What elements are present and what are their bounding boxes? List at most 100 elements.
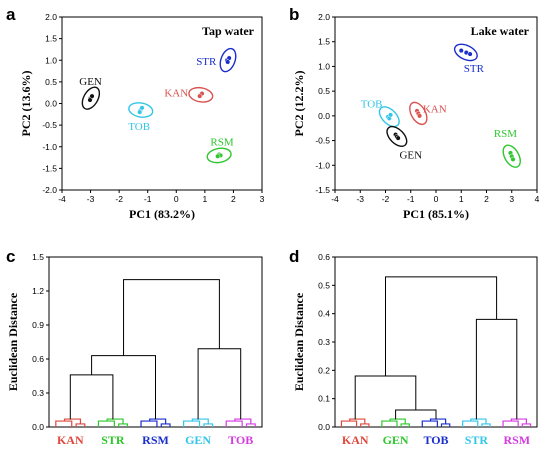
x-tick-label: 3 — [260, 194, 265, 204]
leaf-cluster-tob — [225, 418, 256, 427]
y-tick-label: 2.0 — [45, 12, 57, 22]
y-axis-title: Euclidean Distance — [292, 292, 306, 391]
x-axis-title: PC1 (83.2%) — [129, 207, 195, 221]
y-tick-label: 0.1 — [318, 394, 330, 404]
y-tick-label: 0.9 — [32, 320, 44, 330]
x-tick-label: -4 — [331, 194, 339, 204]
dendrogram-link — [385, 276, 498, 376]
data-point-rsm — [215, 153, 221, 159]
data-point-tob — [388, 112, 394, 118]
chart-title: Tap water — [202, 24, 255, 38]
y-tick-label: -1.0 — [315, 160, 330, 170]
x-tick-label: -3 — [87, 194, 95, 204]
leaf-cluster-gen — [183, 418, 214, 427]
group-label-tob: TOB — [128, 121, 150, 133]
data-point-tob — [139, 105, 145, 111]
plot-frame — [334, 256, 538, 428]
y-axis-title: Euclidean Distance — [6, 292, 20, 391]
data-point-gen — [89, 93, 95, 99]
x-tick-label: 2 — [231, 194, 236, 204]
y-tick-label: 0.6 — [32, 354, 44, 364]
y-tick-label: 0.0 — [318, 422, 330, 432]
leaf-cluster-gen — [381, 418, 410, 427]
y-tick-label: 1.0 — [45, 55, 57, 65]
y-tick-label: -0.5 — [315, 136, 330, 146]
group-label-kan: KAN — [423, 103, 447, 115]
leaf-label-rsm: RSM — [142, 433, 169, 447]
y-tick-label: -0.5 — [42, 120, 57, 130]
y-tick-label: -1.5 — [42, 163, 57, 173]
group-label-tob: TOB — [361, 99, 383, 111]
y-tick-label: 1.2 — [32, 286, 44, 296]
group-label-kan: KAN — [164, 88, 188, 100]
data-point-gen — [87, 97, 93, 103]
leaf-cluster-kan — [340, 418, 370, 427]
group-label-str: STR — [196, 56, 217, 68]
leaf-label-gen: GEN — [383, 433, 409, 447]
group-label-gen: GEN — [79, 76, 102, 88]
y-tick-label: 0.0 — [32, 422, 44, 432]
leaf-cluster-rsm — [502, 418, 532, 427]
x-tick-label: 0 — [434, 194, 439, 204]
group-ellipse-kan — [409, 101, 428, 126]
y-tick-label: 0.4 — [318, 309, 330, 319]
y-axis-title: PC2 (13.6%) — [19, 71, 33, 137]
x-tick-label: 2 — [484, 194, 489, 204]
leaf-label-gen: GEN — [185, 433, 211, 447]
x-axis-title: PC1 (85.1%) — [403, 207, 469, 221]
y-tick-label: 0.5 — [318, 86, 330, 96]
group-ellipse-str — [219, 47, 237, 73]
y-tick-label: 0.5 — [45, 77, 57, 87]
leaf-label-tob: TOB — [423, 433, 448, 447]
group-ellipse-kan — [188, 86, 214, 103]
group-ellipse-gen — [386, 125, 408, 147]
x-tick-label: -1 — [144, 194, 152, 204]
x-tick-label: -2 — [382, 194, 390, 204]
y-tick-label: -1.5 — [315, 185, 330, 195]
data-point-rsm — [510, 156, 516, 162]
x-tick-label: -4 — [58, 194, 66, 204]
dendrogram-link — [123, 279, 220, 356]
y-tick-label: -1.0 — [42, 142, 57, 152]
y-tick-label: 0.3 — [318, 337, 330, 347]
x-tick-label: 1 — [459, 194, 464, 204]
x-tick-label: 3 — [509, 194, 514, 204]
dendrogram-link — [395, 409, 437, 420]
dendrogram-link — [354, 375, 417, 420]
leaf-label-str: STR — [465, 433, 489, 447]
dendrogram-link — [91, 355, 156, 420]
group-ellipse-rsm — [206, 147, 232, 164]
group-ellipse-tob — [128, 102, 154, 118]
x-tick-label: 0 — [174, 194, 179, 204]
x-tick-label: -3 — [356, 194, 364, 204]
data-point-gen — [395, 135, 401, 141]
x-tick-label: 4 — [535, 194, 540, 204]
leaf-cluster-kan — [55, 418, 86, 427]
dendrogram-c: 0.0 0.3 0.6 0.9 1.2 1.5 Euclidean Distance KAN S… — [6, 252, 263, 447]
y-tick-label: 1.0 — [318, 61, 330, 71]
dendrogram-link — [197, 348, 242, 420]
dendrogram-link — [69, 374, 114, 420]
panel-letter-d: d — [289, 247, 299, 266]
data-point-str — [225, 59, 231, 65]
panel-letter-c: c — [6, 247, 15, 266]
group-ellipse-gen — [81, 86, 101, 110]
pca-chart-lake-water: -1.5 -1.0 -0.5 0.0 0.5 1.0 1.5 2.0 -4 -3 -2 -1 0 1 2 3 4… — [292, 12, 540, 221]
group-label-rsm: RSM — [494, 128, 517, 140]
data-point-kan — [417, 113, 423, 119]
x-tick-label: -1 — [407, 194, 415, 204]
y-tick-label: 1.5 — [45, 34, 57, 44]
leaf-cluster-tob — [421, 418, 451, 427]
leaf-label-str: STR — [101, 433, 125, 447]
pca-chart-tap-water: -2.0 -1.5 -1.0 -0.5 0.0 0.5 1.0 1.5 2.0 -4 -3 -2 -1 0… — [19, 12, 265, 221]
leaf-cluster-str — [97, 418, 128, 427]
dendrogram-d: 0.0 0.1 0.2 0.3 0.4 0.5 0.6 Euclidean Distance K… — [292, 252, 538, 447]
y-tick-label: 0.6 — [318, 252, 330, 262]
plot-frame — [48, 256, 263, 428]
group-label-rsm: RSM — [210, 137, 233, 149]
y-tick-label: 0.2 — [318, 365, 330, 375]
panel-letter-a: a — [6, 5, 16, 24]
y-tick-label: -2.0 — [42, 185, 57, 195]
group-ellipse-rsm — [502, 144, 521, 168]
group-ellipse-tob — [378, 106, 400, 128]
